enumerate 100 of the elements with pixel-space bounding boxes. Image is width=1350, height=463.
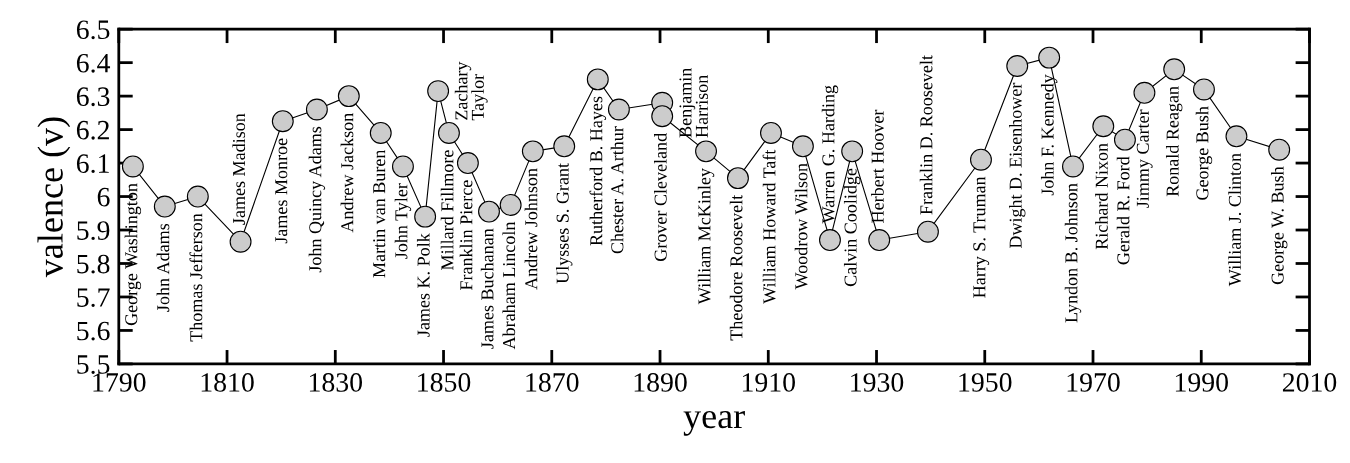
x-tick-label: 1890 — [634, 373, 687, 392]
point — [1163, 58, 1186, 81]
x-tick-label: 1810 — [201, 373, 254, 392]
x-tick-label: 1790 — [93, 373, 146, 392]
point — [456, 152, 479, 175]
annotation: Rutherford B. Hayes — [589, 96, 607, 246]
point — [726, 167, 749, 190]
point — [695, 140, 718, 163]
point — [760, 121, 782, 144]
point — [1133, 81, 1156, 104]
point — [229, 230, 252, 253]
annotation: Ronald Reagan — [1165, 86, 1183, 197]
annotation: Millard Fillmore — [440, 150, 454, 270]
point — [369, 121, 392, 144]
point — [121, 155, 144, 178]
point — [1092, 115, 1115, 138]
point — [791, 135, 814, 158]
x-tick-label: 2010 — [1282, 373, 1337, 392]
y-tick-label: 6.3 — [76, 87, 110, 107]
annotation: James Madison — [232, 113, 246, 225]
x-tick-label: 1850 — [418, 373, 471, 392]
annotation: Richard Nixon — [1095, 143, 1108, 250]
point — [427, 80, 450, 103]
point — [391, 155, 414, 178]
point — [478, 200, 500, 223]
annotation: William McKinley — [697, 168, 715, 305]
point — [1192, 78, 1215, 101]
point — [1113, 128, 1136, 151]
point — [1006, 55, 1029, 77]
annotation: John Quincy Adams — [308, 126, 326, 273]
x-tick-label: 1950 — [959, 373, 1012, 392]
point — [499, 193, 522, 216]
annotation: Franklin Pierce — [459, 180, 473, 291]
annotation: John Tyler — [394, 183, 412, 259]
annotation: George W. Bush — [1270, 166, 1288, 285]
point — [414, 205, 437, 228]
x-tick-label: 1910 — [742, 373, 795, 392]
annotation: Martin van Buren — [373, 149, 386, 278]
annotation: Dwight D. Eisenhower — [1009, 82, 1026, 249]
point — [916, 220, 939, 243]
point — [337, 85, 360, 108]
annotation: Andrew Jackson — [340, 113, 354, 233]
point — [1225, 125, 1248, 148]
point — [553, 135, 576, 158]
point — [437, 121, 460, 144]
y-tick-label: 5.7 — [77, 288, 110, 307]
annotation: Theodore Roosevelt — [729, 194, 743, 341]
y-tick-label: 5.6 — [77, 321, 110, 341]
annotation: William J. Clinton — [1228, 153, 1242, 287]
point — [305, 98, 328, 121]
y-axis-title: valence (v) — [37, 117, 71, 278]
y-tick-label: 6 — [97, 187, 110, 207]
point — [868, 229, 891, 252]
annotation: Warren G. Harding — [821, 85, 839, 224]
x-axis-title: year — [683, 410, 745, 436]
annotation: Gerald R. Ford — [1116, 156, 1130, 265]
y-tick-label: 6.1 — [76, 154, 109, 174]
point — [970, 148, 992, 171]
annotation: Andrew Johnson — [524, 168, 538, 290]
x-tick-label: 1870 — [526, 373, 579, 392]
point — [153, 195, 176, 218]
point — [651, 105, 674, 128]
annotation: Jimmy Carter — [1136, 109, 1153, 208]
point — [186, 185, 209, 208]
y-tick-label: 5.9 — [77, 221, 110, 241]
annotation: George Bush — [1195, 106, 1213, 200]
point — [1268, 138, 1291, 161]
annotation: James K. Polk — [416, 233, 430, 337]
x-tick-label: 1970 — [1067, 373, 1120, 392]
annotation: John Adams — [156, 223, 170, 312]
point — [607, 98, 630, 121]
y-tick-label: 6.5 — [76, 20, 110, 40]
x-tick-label: 1930 — [851, 373, 904, 392]
y-tick-label: 6.2 — [76, 120, 109, 140]
annotation: Zachary Taylor — [454, 61, 488, 121]
point — [1038, 46, 1061, 69]
annotation: Calvin Coolidge — [843, 168, 861, 287]
annotation: Woodrow Wilson — [794, 163, 808, 290]
point — [586, 68, 609, 91]
annotation: Benjamin Harrison — [679, 67, 708, 138]
annotation: George Washington — [124, 183, 142, 326]
annotation: Herbert Hoover — [871, 109, 884, 223]
x-tick-label: 1830 — [309, 373, 363, 392]
point — [1062, 155, 1084, 178]
annotation: Grover Cleveland — [654, 133, 667, 261]
point — [521, 140, 544, 163]
annotation: Chester A. Arthur — [610, 126, 624, 254]
annotation: Lyndon B. Johnson — [1064, 183, 1082, 323]
point — [841, 140, 864, 163]
annotation: James Buchanan — [480, 228, 494, 349]
annotation: Ulysses S. Grant — [556, 163, 573, 284]
annotation: Thomas Jefferson — [189, 213, 203, 342]
annotation: John F. Kennedy — [1040, 74, 1058, 196]
y-tick-label: 5.8 — [77, 254, 110, 274]
annotation: James Monroe — [275, 138, 288, 244]
annotation: Abraham Lincoln — [502, 221, 516, 350]
point — [819, 229, 841, 252]
annotation: Franklin D. Roosevelt — [919, 55, 933, 215]
point — [271, 110, 294, 133]
annotation: William Howard Taft — [762, 149, 776, 304]
